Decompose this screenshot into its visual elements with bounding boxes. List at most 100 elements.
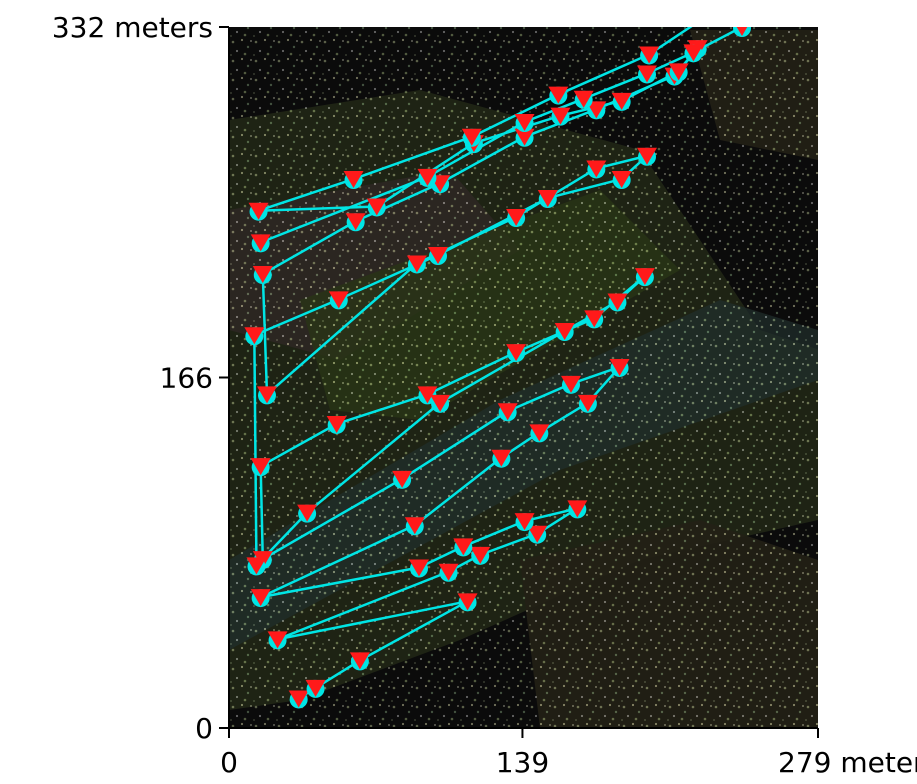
waypoint-triangle xyxy=(514,513,535,531)
waypoint-triangle xyxy=(506,344,527,362)
waypoint-triangle xyxy=(548,86,569,104)
waypoint-marker xyxy=(345,213,366,232)
waypoint-triangle xyxy=(470,546,491,564)
waypoint-marker xyxy=(550,107,571,126)
waypoint-marker xyxy=(586,101,607,120)
waypoint-triangle xyxy=(267,631,288,649)
waypoint-marker xyxy=(537,190,558,209)
waypoint-triangle xyxy=(430,394,451,412)
flight-path xyxy=(244,0,751,709)
waypoint-marker xyxy=(586,160,607,179)
waypoint-triangle xyxy=(607,293,628,311)
waypoint-marker xyxy=(409,559,429,578)
waypoint-marker xyxy=(252,266,273,285)
waypoint-marker xyxy=(639,46,660,65)
waypoint-triangle xyxy=(438,563,459,581)
waypoint-triangle xyxy=(567,500,588,518)
waypoint-triangle xyxy=(409,559,429,577)
waypoint-marker xyxy=(715,0,735,14)
waypoint-marker xyxy=(584,310,605,329)
y-tick-label: 332 meters xyxy=(52,11,213,44)
waypoint-triangle xyxy=(248,202,269,220)
x-axis-ticks: 0 139 279 meters xyxy=(220,728,917,779)
waypoint-marker xyxy=(457,593,478,612)
waypoint-triangle xyxy=(366,198,387,216)
waypoint-triangle xyxy=(406,255,427,273)
waypoint-triangle xyxy=(326,415,347,433)
waypoint-marker xyxy=(250,589,271,608)
waypoint-triangle xyxy=(497,403,518,421)
waypoint-marker xyxy=(611,92,632,111)
waypoint-triangle xyxy=(561,375,581,393)
flight-path-line xyxy=(253,27,744,700)
waypoint-marker xyxy=(428,247,448,266)
waypoint-marker xyxy=(637,147,657,166)
waypoint-triangle xyxy=(514,128,535,146)
waypoint-triangle xyxy=(453,538,474,556)
waypoint-triangle xyxy=(288,690,309,708)
waypoint-marker xyxy=(438,563,459,582)
waypoint-triangle xyxy=(584,310,605,328)
waypoint-marker xyxy=(461,128,482,147)
waypoint-marker xyxy=(514,128,535,147)
waypoint-triangle xyxy=(428,247,448,265)
waypoint-marker xyxy=(328,291,349,310)
waypoint-marker xyxy=(611,171,632,190)
waypoint-triangle xyxy=(550,107,571,125)
waypoint-marker xyxy=(634,268,655,287)
waypoint-marker xyxy=(417,168,438,187)
waypoint-triangle xyxy=(417,168,438,186)
waypoint-triangle xyxy=(529,424,550,442)
waypoint-marker xyxy=(514,513,535,532)
waypoint-marker xyxy=(430,394,451,413)
y-tick-label: 166 xyxy=(160,362,213,395)
waypoint-marker xyxy=(554,323,575,342)
waypoint-triangle xyxy=(715,0,735,13)
waypoint-triangle xyxy=(637,65,657,83)
waypoint-triangle xyxy=(609,358,630,376)
waypoint-triangle xyxy=(639,46,660,64)
waypoint-marker xyxy=(527,525,548,544)
waypoint-marker xyxy=(326,415,347,434)
waypoint-triangle xyxy=(417,386,438,404)
waypoint-marker xyxy=(514,114,535,133)
waypoint-marker xyxy=(392,470,413,489)
waypoint-marker xyxy=(548,86,569,105)
waypoint-marker xyxy=(406,255,427,274)
waypoint-marker xyxy=(305,679,326,698)
waypoint-triangle xyxy=(573,90,594,108)
plot-background xyxy=(229,27,818,728)
waypoint-triangle xyxy=(537,190,558,208)
waypoint-marker xyxy=(248,202,269,221)
waypoint-triangle xyxy=(611,92,632,110)
waypoint-marker xyxy=(529,424,550,443)
waypoint-triangle xyxy=(257,386,277,404)
waypoint-marker xyxy=(297,504,318,523)
waypoint-triangle xyxy=(736,27,748,36)
waypoint-triangle xyxy=(297,504,318,522)
waypoint-triangle xyxy=(328,291,349,309)
waypoint-marker xyxy=(573,90,594,109)
waypoint-marker xyxy=(244,327,265,346)
waypoint-triangle xyxy=(491,449,512,467)
waypoint-marker xyxy=(609,358,630,377)
waypoint-marker xyxy=(417,386,438,405)
waypoint-accent xyxy=(716,0,734,14)
waypoint-triangle xyxy=(514,114,535,132)
waypoint-triangle xyxy=(404,517,425,535)
waypoint-marker xyxy=(497,403,518,422)
waypoint-triangle xyxy=(637,147,657,165)
waypoint-marker xyxy=(637,65,657,84)
waypoint-marker xyxy=(288,690,309,709)
waypoint-marker xyxy=(506,209,527,228)
waypoint-triangle xyxy=(250,458,271,476)
waypoint-marker xyxy=(257,386,277,405)
waypoint-marker xyxy=(506,344,527,363)
waypoint-triangle xyxy=(246,557,267,575)
waypoint-triangle xyxy=(586,160,607,178)
waypoint-triangle xyxy=(634,268,655,286)
waypoint-triangle xyxy=(252,266,273,284)
x-tick-label: 0 xyxy=(220,746,238,779)
waypoint-triangle xyxy=(349,652,370,670)
